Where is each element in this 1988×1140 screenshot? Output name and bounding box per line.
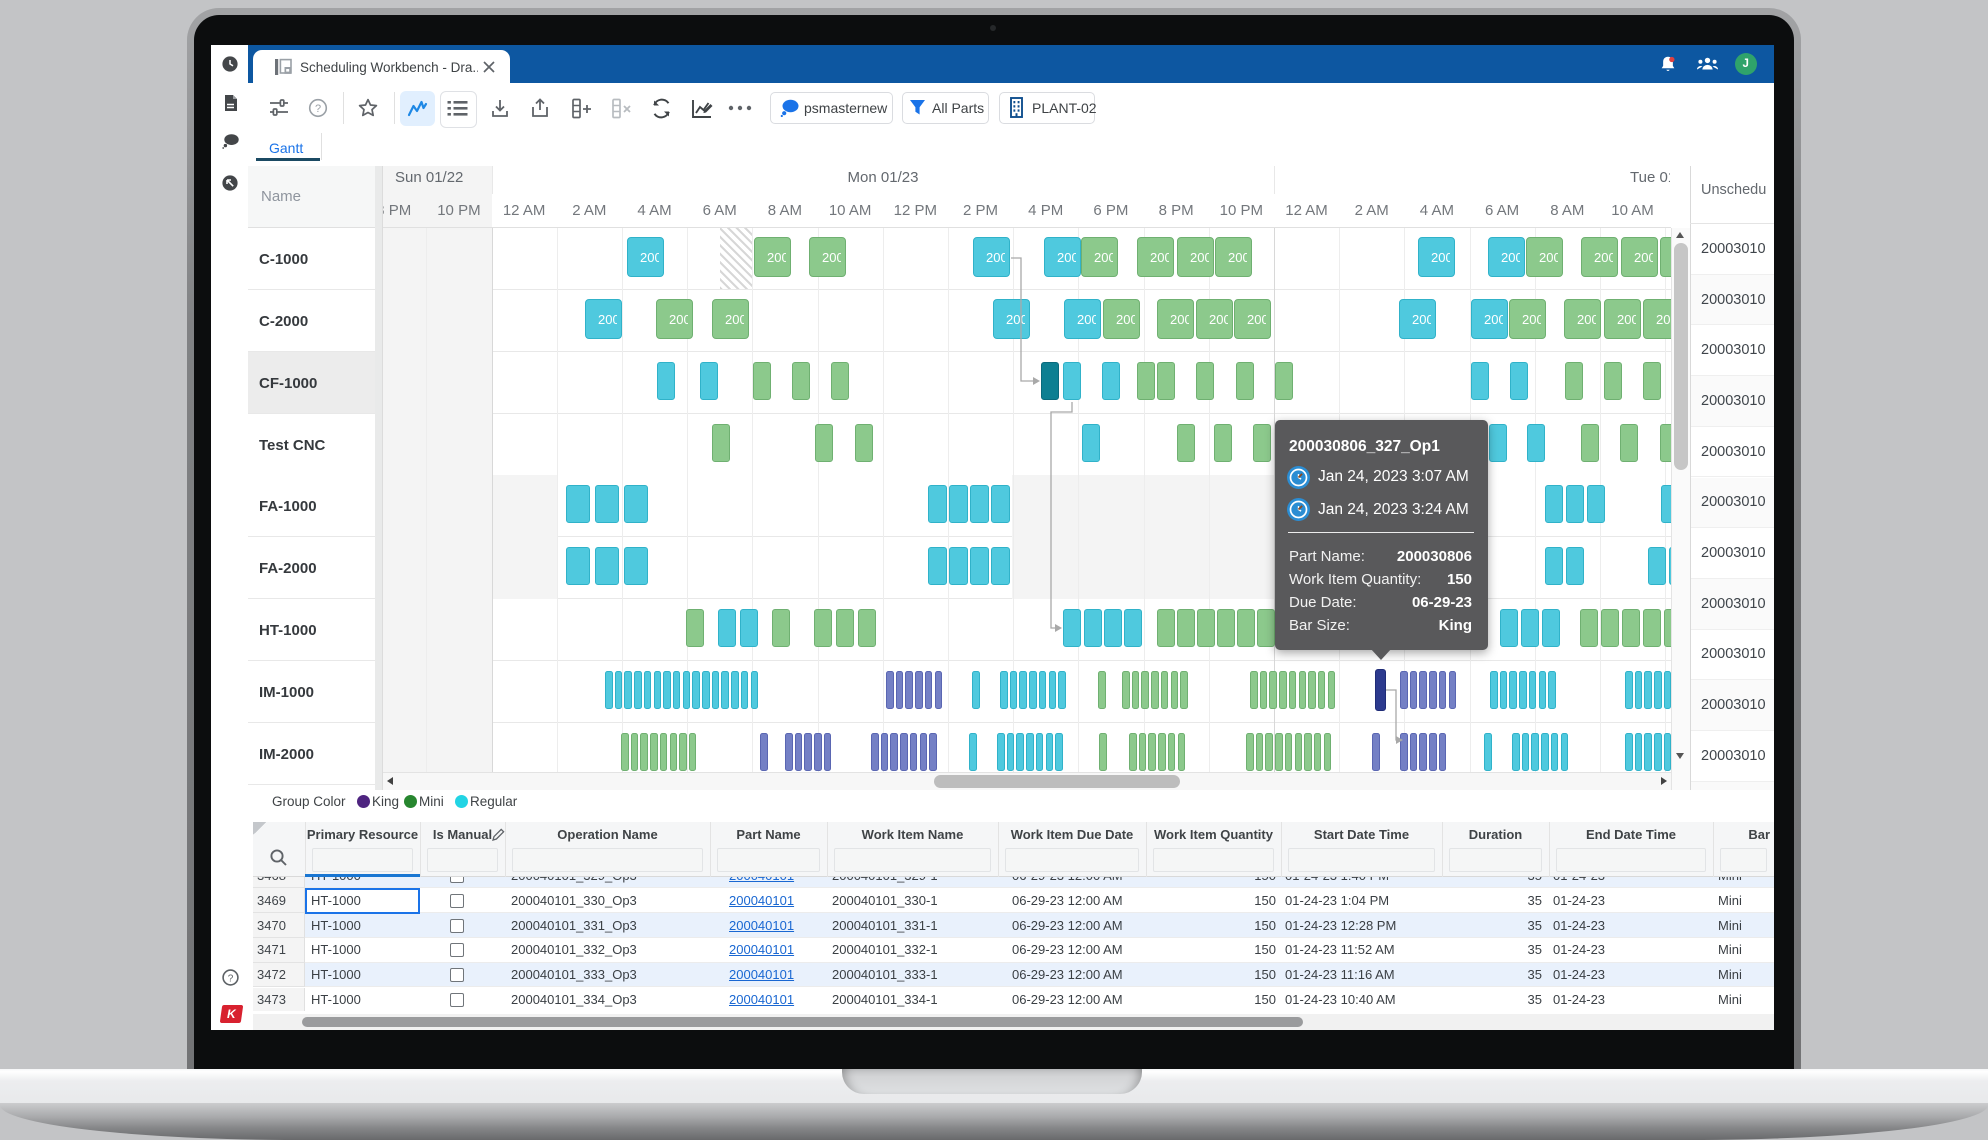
svg-text:?: ? xyxy=(315,103,321,115)
svg-text:?: ? xyxy=(228,973,234,984)
